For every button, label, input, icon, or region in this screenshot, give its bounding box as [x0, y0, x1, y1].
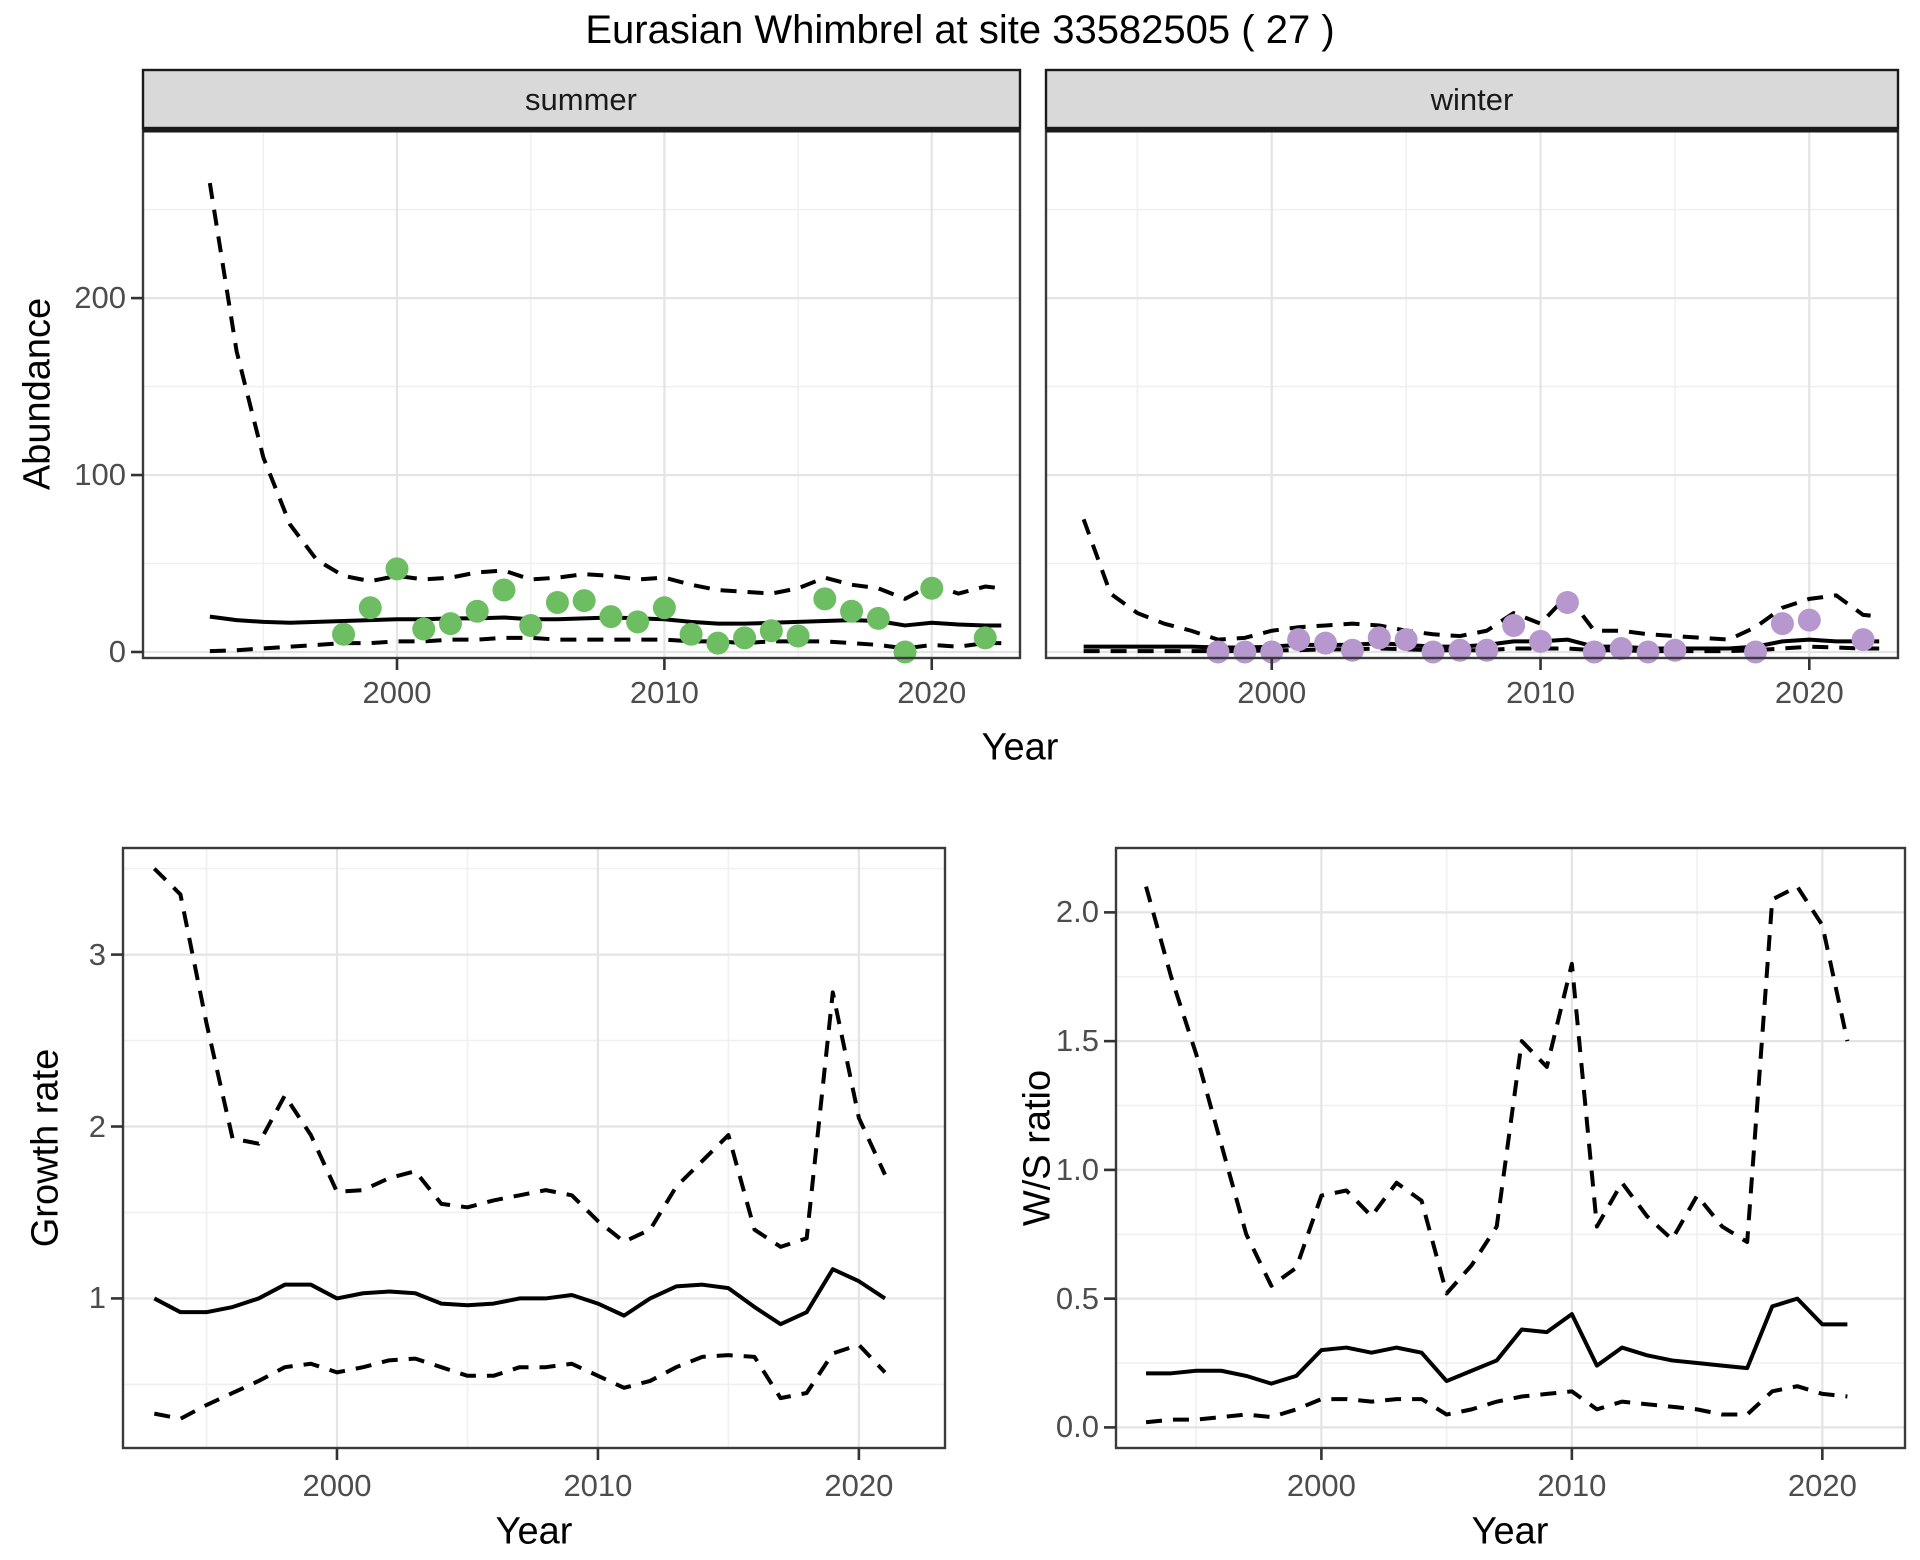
y-tick-label-abundance_summer: 0 [108, 633, 126, 669]
data-point [840, 599, 864, 623]
data-point [1367, 626, 1391, 650]
x-axis-title-year-growth: Year [495, 1510, 573, 1553]
y-tick-label-ws_ratio: 1.5 [1055, 1023, 1099, 1059]
data-point [1475, 638, 1499, 662]
data-point [332, 622, 356, 646]
data-point [679, 622, 703, 646]
x-tick-label-abundance_winter: 2000 [1237, 675, 1307, 710]
y-tick-label-ws_ratio: 2.0 [1055, 894, 1099, 930]
x-tick-label-growth_rate: 2000 [302, 1468, 372, 1503]
y-tick-label-ws_ratio: 0.0 [1055, 1409, 1099, 1445]
data-point [1287, 628, 1311, 652]
panel-growth_rate [111, 846, 947, 1460]
data-point [1797, 608, 1821, 632]
y-tick-label-abundance_summer: 200 [74, 280, 126, 316]
data-point [759, 619, 783, 643]
x-tick-label-abundance_winter: 2020 [1774, 675, 1844, 710]
data-point [1851, 628, 1875, 652]
panel-abundance_winter [1044, 68, 1900, 670]
series-line-upper95 [152, 867, 887, 1249]
y-axis-title-growth-rate: Growth rate [24, 1048, 67, 1248]
panel-border [121, 846, 947, 1450]
data-point [519, 613, 543, 637]
data-point [1555, 590, 1579, 614]
data-point [438, 612, 462, 636]
facet-strip [1044, 68, 1900, 130]
data-point [1502, 613, 1526, 637]
data-point [1663, 638, 1687, 662]
data-point [1340, 638, 1364, 662]
panel-border [1114, 846, 1907, 1450]
chart-title: Eurasian Whimbrel at site 33582505 ( 27 … [585, 8, 1335, 52]
data-point [920, 576, 944, 600]
data-point [813, 587, 837, 611]
x-tick-label-abundance_summer: 2020 [897, 675, 967, 710]
data-point [652, 596, 676, 620]
x-tick-label-ws_ratio: 2020 [1787, 1468, 1857, 1503]
y-tick-label-abundance_summer: 100 [74, 457, 126, 493]
y-tick-label-growth_rate: 2 [88, 1108, 106, 1144]
y-axis-title-abundance: Abundance [16, 297, 59, 491]
x-axis-title-year-ws: Year [1471, 1510, 1549, 1553]
series-line-upper95 [1081, 518, 1880, 642]
facet-strip-label-summer: summer [525, 82, 637, 117]
x-tick-label-ws_ratio: 2010 [1537, 1468, 1607, 1503]
data-point [412, 617, 436, 641]
data-point [893, 640, 917, 664]
y-axis-title-ws-ratio: W/S ratio [1016, 1069, 1059, 1227]
data-point [1770, 612, 1794, 636]
series-line-upper95 [1144, 884, 1850, 1296]
data-point [492, 578, 516, 602]
data-point [1636, 640, 1660, 664]
x-tick-label-abundance_summer: 2000 [362, 675, 432, 710]
series-line-lower95 [1145, 1384, 1848, 1425]
data-point [1206, 640, 1230, 664]
y-tick-label-ws_ratio: 0.5 [1055, 1280, 1099, 1316]
data-point [1314, 631, 1338, 655]
data-point [545, 590, 569, 614]
y-tick-label-growth_rate: 3 [88, 936, 106, 972]
x-tick-label-abundance_summer: 2010 [629, 675, 699, 710]
x-tick-label-ws_ratio: 2000 [1286, 1468, 1356, 1503]
data-point [1421, 640, 1445, 664]
panel-ws_ratio [1104, 846, 1907, 1460]
series-line-median [1146, 1296, 1848, 1386]
y-tick-label-ws_ratio: 1.0 [1055, 1151, 1099, 1187]
data-point [1744, 640, 1768, 664]
x-tick-label-growth_rate: 2010 [563, 1468, 633, 1503]
data-point [1394, 628, 1418, 652]
data-point [1609, 636, 1633, 660]
data-point [733, 626, 757, 650]
data-point [866, 606, 890, 630]
x-tick-label-abundance_winter: 2010 [1506, 675, 1576, 710]
data-point [973, 626, 997, 650]
x-tick-label-growth_rate: 2020 [824, 1468, 894, 1503]
x-axis-title-year-top: Year [981, 726, 1059, 769]
series-line-median [153, 1267, 887, 1327]
series-line-lower95 [153, 1342, 887, 1421]
data-point [465, 599, 489, 623]
data-point [786, 624, 810, 648]
data-point [1529, 629, 1553, 653]
data-point [1233, 640, 1257, 664]
data-point [385, 557, 409, 581]
data-point [626, 610, 650, 634]
data-point [706, 631, 730, 655]
panel-abundance_summer [131, 68, 1022, 670]
data-point [1448, 638, 1472, 662]
data-point [572, 589, 596, 613]
facet-strip-label-winter: winter [1430, 82, 1514, 117]
data-point [358, 596, 382, 620]
y-tick-label-growth_rate: 1 [88, 1280, 106, 1316]
data-point [599, 605, 623, 629]
data-point [1582, 640, 1606, 664]
